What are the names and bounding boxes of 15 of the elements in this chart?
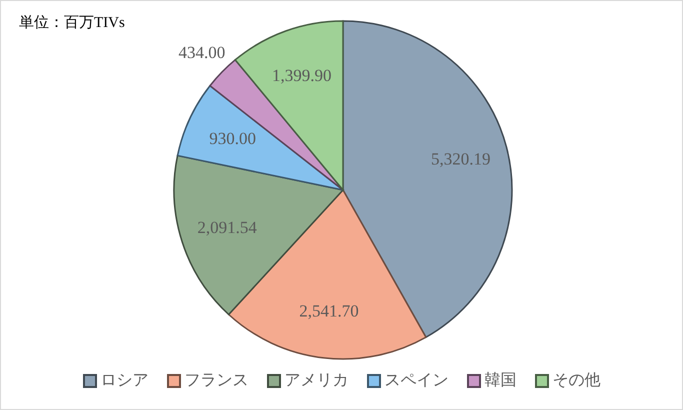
legend-label: アメリカ	[284, 371, 348, 391]
legend-label: 韓国	[484, 370, 516, 391]
data-label: 2,091.54	[197, 218, 258, 237]
legend-label: ロシア	[100, 371, 148, 391]
data-label: 2,541.70	[299, 301, 359, 320]
text: 単位：百万TIVs	[19, 14, 125, 32]
data-label: 434.00	[178, 43, 226, 62]
legend-label: スペイン	[384, 371, 448, 391]
legend-label: フランス	[184, 371, 248, 391]
legend-label: その他	[552, 371, 600, 391]
pie-slice	[176, 85, 344, 191]
data-label: 930.00	[209, 129, 256, 148]
data-label: 5,320.19	[430, 150, 490, 169]
pie-slice	[209, 59, 344, 191]
data-label: 1,399.90	[272, 66, 332, 86]
